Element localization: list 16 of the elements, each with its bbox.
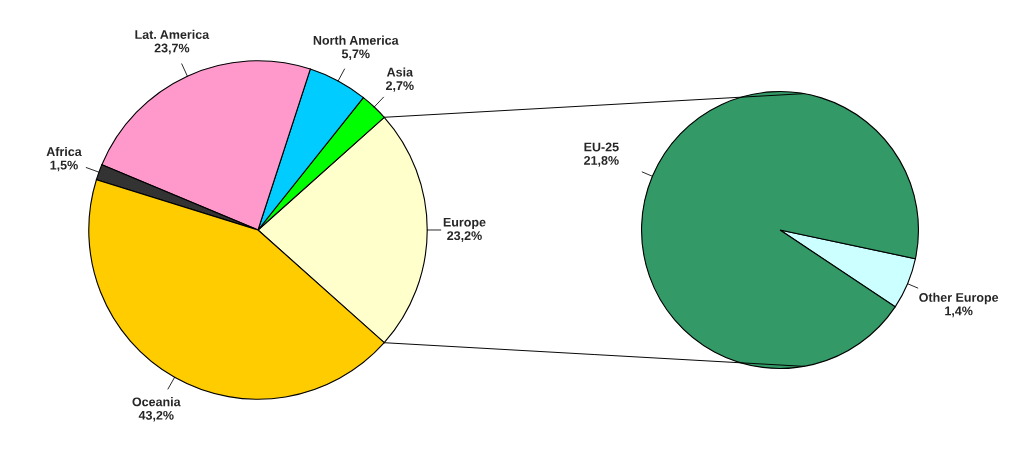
data-label: 2,7% [385, 81, 414, 92]
slice-label: Africa [46, 146, 82, 157]
slice-label: North America [313, 35, 399, 45]
slice-label: Asia [386, 67, 414, 77]
slice-label: Europe [443, 217, 486, 230]
slice-label: EU-25 [584, 142, 619, 152]
data-label: 23,2% [447, 231, 482, 242]
slice-label: Oceania [132, 397, 181, 407]
data-label: 1,4% [945, 306, 973, 318]
data-label: 1,5% [50, 160, 78, 172]
data-label: 5,7% [341, 49, 370, 61]
data-label: 43,2% [138, 410, 174, 422]
slice-label: Lat. America [135, 29, 210, 39]
data-label: 23,7% [154, 43, 190, 55]
slice-label: Other Europe [919, 292, 999, 305]
data-label: 21,8% [584, 156, 619, 167]
